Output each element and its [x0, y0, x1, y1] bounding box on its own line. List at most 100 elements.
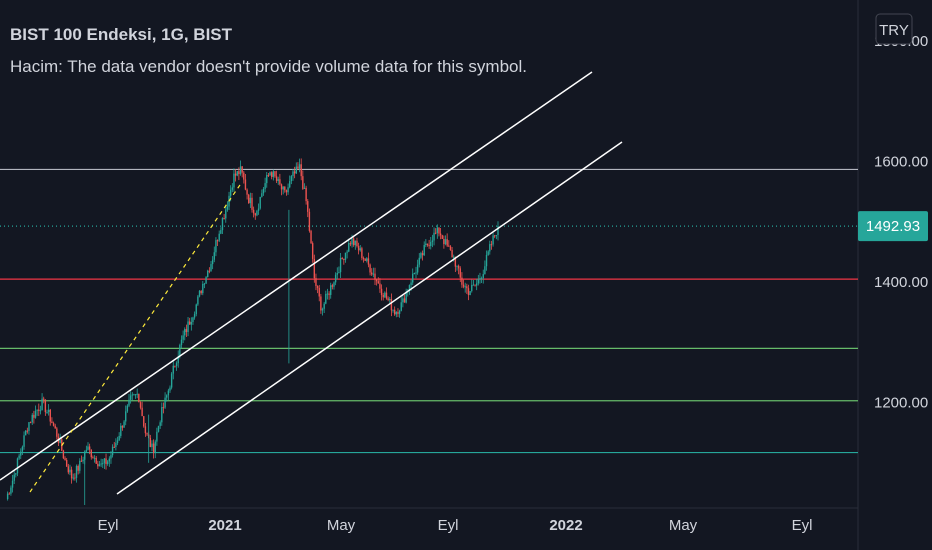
candle [200, 289, 202, 295]
candle [93, 455, 96, 463]
candle [108, 456, 111, 467]
candle [192, 316, 194, 325]
x-tick-label: Eyl [792, 517, 813, 534]
candle [269, 171, 271, 176]
candle [274, 171, 276, 178]
candle [67, 463, 70, 475]
candle [371, 268, 373, 276]
candle [262, 187, 265, 196]
candle [170, 372, 173, 390]
candle [302, 170, 304, 190]
candle [41, 393, 43, 411]
time-axis-labels: Eyl 2021 May Eyl 2022 May Eyl [98, 517, 813, 534]
candle [133, 393, 135, 396]
candle [208, 267, 211, 274]
candle [65, 458, 68, 468]
candle [211, 256, 214, 270]
upper-trendline[interactable] [0, 71, 593, 481]
candle [254, 212, 256, 220]
candle [297, 162, 299, 171]
candle [389, 296, 391, 304]
candle [159, 420, 161, 429]
candle [264, 177, 266, 193]
candle [28, 422, 30, 435]
candle [466, 283, 468, 294]
candle [6, 491, 9, 501]
candle [185, 324, 188, 338]
candle [487, 250, 489, 256]
candle [464, 282, 466, 293]
candle [346, 249, 348, 259]
candle [16, 457, 19, 477]
candle [116, 436, 119, 446]
candle [352, 235, 355, 247]
candle [436, 224, 439, 239]
candle [164, 392, 166, 409]
last-price-label: 1492.93 [866, 218, 920, 235]
candle [207, 269, 209, 278]
candle [49, 408, 51, 426]
x-tick-label: May [327, 517, 356, 534]
candle [425, 239, 427, 248]
candle [390, 293, 393, 317]
candle [364, 258, 366, 261]
candle [110, 451, 112, 464]
candle [252, 206, 255, 218]
last-price-badge: 1492.93 [858, 211, 928, 242]
candle [88, 443, 91, 455]
candle [349, 241, 352, 247]
candle [426, 243, 429, 247]
dashed-support-line[interactable] [29, 181, 243, 493]
candle [300, 158, 302, 181]
candle [233, 168, 235, 192]
candle [243, 170, 245, 184]
candle [52, 421, 55, 427]
candle [152, 439, 155, 459]
candle [8, 492, 10, 495]
candle [421, 250, 424, 261]
candle [456, 265, 458, 271]
candle [193, 311, 196, 320]
candle [146, 432, 148, 436]
candle [375, 278, 378, 286]
currency-button[interactable]: TRY [875, 13, 913, 45]
candle [372, 267, 375, 278]
candle [136, 388, 138, 399]
lower-trendline[interactable] [116, 141, 623, 495]
candle [392, 309, 394, 313]
candle [420, 251, 422, 260]
candle [307, 199, 309, 218]
candle [418, 253, 420, 268]
candle [226, 201, 229, 212]
candle [374, 267, 376, 286]
candle [95, 455, 97, 464]
candle [213, 246, 215, 263]
candle [479, 272, 481, 284]
candle [21, 445, 24, 456]
candle [249, 192, 252, 209]
candle [46, 409, 48, 414]
candle [321, 307, 324, 316]
candle [331, 283, 334, 290]
candle [225, 204, 227, 223]
candle [87, 442, 89, 451]
candle [29, 421, 32, 424]
candle [123, 420, 125, 428]
candle [85, 445, 88, 453]
candle [287, 183, 289, 195]
candle [308, 208, 311, 233]
candle [246, 188, 248, 200]
candle [325, 290, 327, 305]
candle [477, 274, 480, 286]
candle [15, 472, 17, 478]
candle [398, 309, 401, 318]
candle [162, 402, 165, 414]
candle [177, 350, 179, 368]
candle [385, 287, 388, 300]
candle [120, 423, 122, 439]
candle [430, 237, 432, 250]
candle [444, 235, 447, 246]
candle [384, 291, 386, 298]
candle [90, 449, 92, 460]
